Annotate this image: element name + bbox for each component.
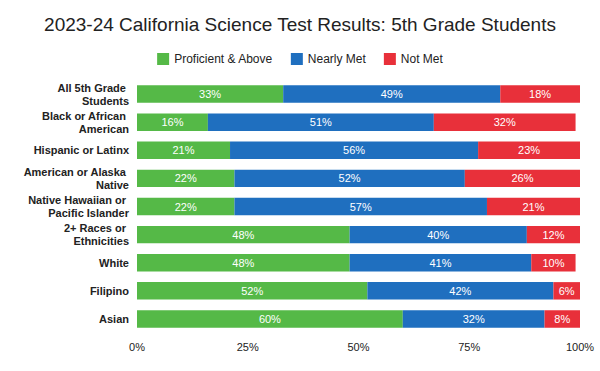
- svg-text:48%: 48%: [232, 229, 254, 241]
- svg-text:75%: 75%: [458, 341, 480, 353]
- svg-text:Native Hawaiian or: Native Hawaiian or: [28, 194, 129, 206]
- svg-text:32%: 32%: [463, 313, 485, 325]
- svg-text:8%: 8%: [554, 313, 570, 325]
- svg-text:Asian: Asian: [99, 313, 129, 325]
- svg-text:16%: 16%: [161, 116, 183, 128]
- svg-text:56%: 56%: [343, 144, 365, 156]
- svg-text:10%: 10%: [542, 257, 564, 269]
- svg-text:0%: 0%: [129, 341, 145, 353]
- svg-text:Pacific Islander: Pacific Islander: [48, 207, 129, 219]
- svg-text:50%: 50%: [347, 341, 369, 353]
- svg-text:51%: 51%: [310, 116, 332, 128]
- svg-text:41%: 41%: [429, 257, 451, 269]
- svg-text:57%: 57%: [350, 201, 372, 213]
- svg-text:60%: 60%: [259, 313, 281, 325]
- svg-text:100%: 100%: [566, 341, 594, 353]
- svg-text:49%: 49%: [381, 88, 403, 100]
- svg-text:Ethnicities: Ethnicities: [73, 235, 129, 247]
- svg-text:Not Met: Not Met: [401, 52, 444, 66]
- svg-text:48%: 48%: [232, 257, 254, 269]
- svg-text:Proficient & Above: Proficient & Above: [174, 52, 272, 66]
- svg-text:26%: 26%: [511, 172, 533, 184]
- svg-text:12%: 12%: [542, 229, 564, 241]
- svg-text:Nearly Met: Nearly Met: [308, 52, 367, 66]
- svg-text:22%: 22%: [175, 201, 197, 213]
- svg-text:American: American: [79, 123, 129, 135]
- svg-text:21%: 21%: [172, 144, 194, 156]
- svg-text:Black or African: Black or African: [42, 110, 129, 122]
- svg-text:White: White: [99, 257, 129, 269]
- svg-text:32%: 32%: [494, 116, 516, 128]
- svg-text:Native: Native: [96, 179, 129, 191]
- svg-text:American or Alaska: American or Alaska: [24, 166, 129, 178]
- svg-text:25%: 25%: [237, 341, 259, 353]
- svg-text:52%: 52%: [339, 172, 361, 184]
- svg-text:2023-24 California Science Tes: 2023-24 California Science Test Results:…: [44, 14, 556, 35]
- svg-text:33%: 33%: [199, 88, 221, 100]
- svg-text:42%: 42%: [449, 285, 471, 297]
- svg-text:22%: 22%: [175, 172, 197, 184]
- svg-text:All 5th Grade: All 5th Grade: [57, 82, 129, 94]
- svg-text:Filipino: Filipino: [90, 285, 129, 297]
- svg-text:Hispanic or Latinx: Hispanic or Latinx: [34, 144, 130, 156]
- svg-text:23%: 23%: [518, 144, 540, 156]
- svg-text:2+ Races or: 2+ Races or: [64, 222, 129, 234]
- svg-text:40%: 40%: [427, 229, 449, 241]
- svg-text:18%: 18%: [529, 88, 551, 100]
- svg-text:6%: 6%: [559, 285, 575, 297]
- svg-text:21%: 21%: [522, 201, 544, 213]
- svg-text:Students: Students: [82, 95, 129, 107]
- svg-text:52%: 52%: [241, 285, 263, 297]
